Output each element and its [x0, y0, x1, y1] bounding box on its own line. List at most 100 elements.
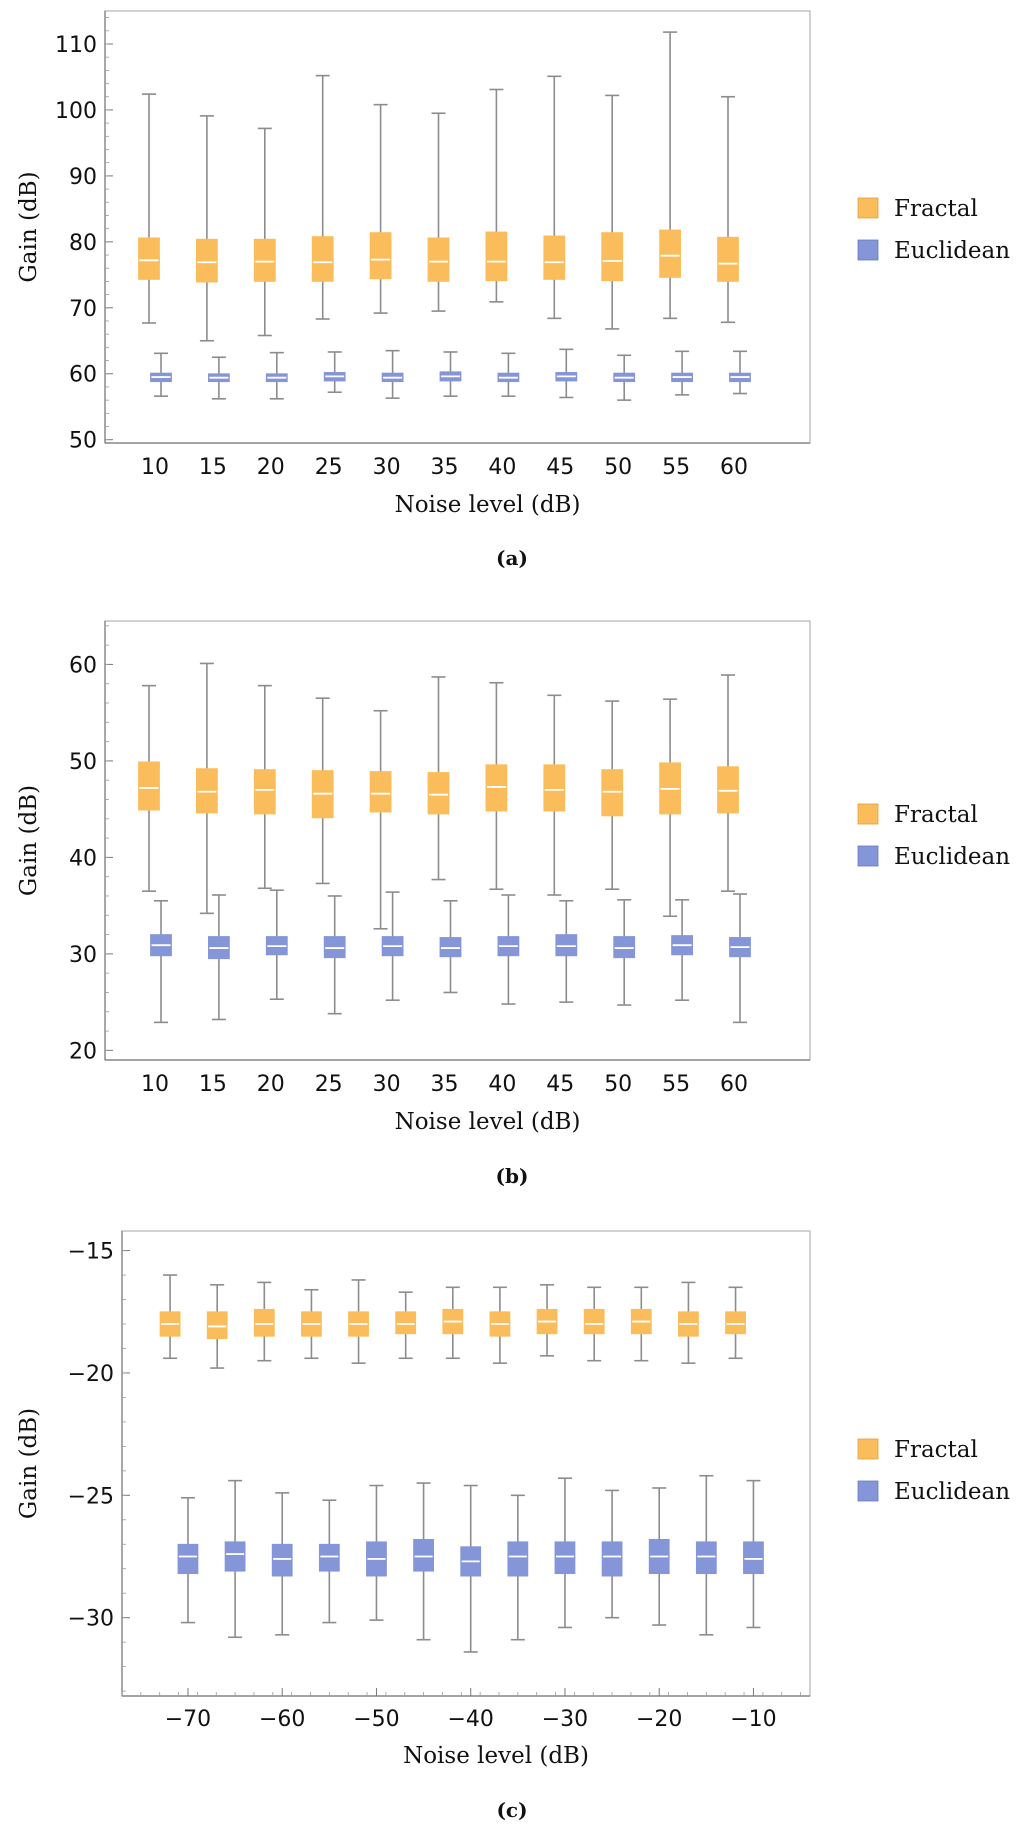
- x-tick-label: 35: [431, 455, 459, 480]
- euclidean-box--10: [743, 1541, 764, 1575]
- fractal-box-40: [485, 231, 508, 282]
- y-axis-title: Gain (dB): [16, 171, 42, 282]
- y-tick-label: 40: [69, 846, 97, 871]
- euclidean-box--35: [507, 1541, 529, 1577]
- x-tick-label: 10: [141, 1072, 169, 1097]
- panel-caption: (c): [496, 1798, 527, 1822]
- legend-swatch-fractal: [857, 803, 879, 825]
- chart-panel-a: 50 60 70 80 90 100 110 10 15 20 25 30 35 40 45 50 55 60 No…: [0, 0, 1024, 600]
- legend-swatch-euclidean: [857, 1480, 879, 1502]
- panel-caption: (a): [496, 546, 528, 570]
- y-tick-label: 90: [69, 165, 97, 190]
- fractal-box-40: [485, 764, 508, 812]
- fractal-box--65: [206, 1311, 228, 1340]
- y-tick-label: −15: [68, 1240, 114, 1265]
- fractal-box-30: [369, 232, 392, 280]
- x-axis-title: Noise level (dB): [403, 1743, 589, 1769]
- fractal-box-60: [717, 766, 739, 814]
- x-tick-label: 60: [720, 1072, 748, 1097]
- y-tick-label: 60: [69, 363, 97, 388]
- x-tick-label: −20: [636, 1707, 682, 1732]
- x-tick-label: 25: [315, 455, 343, 480]
- fractal-box-15: [195, 238, 218, 283]
- y-tick-label: 20: [69, 1039, 97, 1064]
- x-tick-label: 45: [546, 1072, 574, 1097]
- y-tick-label: 100: [55, 99, 97, 124]
- y-tick-label: 60: [69, 653, 97, 678]
- euclidean-box--65: [224, 1541, 246, 1572]
- fractal-box-15: [195, 768, 218, 814]
- fractal-box--25: [583, 1308, 605, 1335]
- euclidean-box--55: [318, 1543, 340, 1572]
- fractal-box--10: [725, 1311, 746, 1335]
- y-tick-label: −25: [68, 1484, 114, 1509]
- y-axis-title: Gain (dB): [16, 1408, 42, 1519]
- euclidean-box--60: [271, 1543, 293, 1577]
- y-tick-label: 80: [69, 231, 97, 256]
- fractal-box--45: [395, 1311, 417, 1335]
- x-tick-label: −50: [353, 1707, 399, 1732]
- x-tick-label: 40: [488, 1072, 516, 1097]
- fractal-box-45: [543, 764, 566, 812]
- chart-b-svg: 20 30 40 50 60 10 15 20 25 30 35 40 45 50 55 60 Noise le…: [16, 620, 1010, 1188]
- y-tick-label: 110: [55, 33, 97, 58]
- x-tick-label: 15: [199, 455, 227, 480]
- legend-label-euclidean: Euclidean: [894, 1479, 1010, 1505]
- x-tick-label: 20: [257, 1072, 285, 1097]
- fractal-box-55: [659, 229, 681, 278]
- chart-c-svg: −15 −20 −25 −30 −70 −60 −50 −40 −30 −20 −10 Noise l…: [16, 1230, 1010, 1822]
- x-tick-label: 30: [373, 455, 401, 480]
- euclidean-box--25: [601, 1541, 623, 1577]
- legend-label-euclidean: Euclidean: [894, 844, 1010, 870]
- chart-a-svg: 50 60 70 80 90 100 110 10 15 20 25 30 35 40 45 50 55 60 No…: [16, 10, 1010, 570]
- y-tick-label: −20: [68, 1362, 114, 1387]
- fractal-box-20: [253, 238, 276, 282]
- x-tick-label: 45: [546, 455, 574, 480]
- chart-panel-c: −15 −20 −25 −30 −70 −60 −50 −40 −30 −20 −10 Noise l…: [0, 1220, 1024, 1836]
- euclidean-box--45: [413, 1538, 434, 1572]
- x-tick-label: −60: [259, 1707, 305, 1732]
- fractal-box-10: [138, 761, 160, 811]
- x-tick-label: 20: [257, 455, 285, 480]
- y-axis-title: Gain (dB): [16, 785, 42, 896]
- euclidean-box--30: [554, 1541, 576, 1575]
- euclidean-box--70: [177, 1543, 199, 1575]
- fractal-box-50: [601, 232, 624, 282]
- legend-swatch-fractal: [857, 197, 879, 219]
- euclidean-box-35: [439, 937, 462, 958]
- euclidean-box-50: [613, 936, 636, 959]
- x-tick-label: 55: [662, 1072, 690, 1097]
- x-tick-label: 50: [604, 1072, 632, 1097]
- x-tick-label: 40: [488, 455, 516, 480]
- fractal-box-45: [543, 235, 566, 280]
- y-tick-label: 70: [69, 297, 97, 322]
- x-tick-label: 60: [720, 455, 748, 480]
- x-tick-label: 50: [604, 455, 632, 480]
- plot-frame: [104, 620, 811, 1061]
- legend-label-euclidean: Euclidean: [894, 238, 1010, 264]
- fractal-box-50: [601, 769, 624, 817]
- y-tick-label: 30: [69, 943, 97, 968]
- euclidean-box--15: [695, 1541, 717, 1575]
- x-tick-label: −40: [447, 1707, 493, 1732]
- x-axis-title: Noise level (dB): [395, 492, 581, 518]
- fractal-box-10: [138, 237, 160, 280]
- fractal-box-25: [311, 236, 334, 282]
- x-tick-label: −10: [730, 1707, 776, 1732]
- fractal-box-30: [369, 771, 392, 813]
- legend-label-fractal: Fractal: [894, 1437, 978, 1463]
- chart-panel-b: 20 30 40 50 60 10 15 20 25 30 35 40 45 50 55 60 Noise le…: [0, 610, 1024, 1210]
- panel-caption: (b): [496, 1164, 529, 1188]
- fractal-box-35: [427, 237, 450, 282]
- x-tick-label: 30: [373, 1072, 401, 1097]
- legend-label-fractal: Fractal: [894, 196, 978, 222]
- legend-label-fractal: Fractal: [894, 802, 978, 828]
- x-axis-title: Noise level (dB): [395, 1109, 581, 1135]
- fractal-box-35: [427, 772, 450, 815]
- fractal-box-20: [253, 769, 276, 815]
- x-tick-label: 25: [315, 1072, 343, 1097]
- legend-swatch-fractal: [857, 1438, 879, 1460]
- legend-swatch-euclidean: [857, 239, 879, 261]
- x-tick-label: −70: [165, 1707, 211, 1732]
- fractal-box-60: [717, 236, 739, 282]
